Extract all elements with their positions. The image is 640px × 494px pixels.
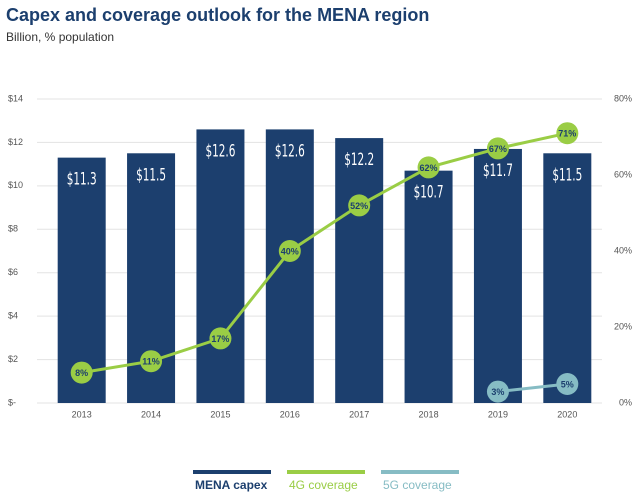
legend-label: 5G coverage bbox=[383, 478, 452, 492]
y2-tick-label: 20% bbox=[614, 321, 632, 331]
line bbox=[497, 382, 568, 394]
point bbox=[278, 240, 301, 262]
point bbox=[417, 156, 440, 179]
bar-value-label: $12.2 bbox=[344, 150, 374, 170]
bar-value-label: $12.6 bbox=[275, 141, 305, 161]
bar bbox=[543, 153, 592, 403]
x-tick-label: 2017 bbox=[349, 409, 369, 419]
x-tick-label: 2018 bbox=[419, 409, 439, 419]
bar-value-label: $11.7 bbox=[483, 161, 513, 181]
x-tick-label: 2014 bbox=[141, 409, 161, 419]
chart-subtitle: Billion, % population bbox=[6, 30, 114, 44]
point bbox=[140, 350, 163, 373]
bar-value-label: $11.5 bbox=[552, 165, 582, 185]
point bbox=[70, 361, 93, 384]
bar-value-label: $11.5 bbox=[136, 165, 166, 185]
chart-title: Capex and coverage outlook for the MENA … bbox=[6, 5, 429, 25]
y-tick-label: $8 bbox=[8, 224, 18, 234]
point-value-label: 71% bbox=[558, 129, 576, 139]
x-tick-label: 2020 bbox=[557, 409, 577, 419]
y-tick-label: $6 bbox=[8, 267, 18, 277]
point-value-label: 67% bbox=[489, 144, 507, 154]
point bbox=[556, 373, 579, 395]
point-value-label: 5% bbox=[561, 379, 574, 389]
point-value-label: 8% bbox=[75, 368, 88, 378]
point-value-label: 3% bbox=[491, 387, 504, 397]
x-tick-label: 2015 bbox=[210, 409, 230, 419]
y2-tick-label: 40% bbox=[614, 245, 632, 255]
y-tick-label: $10 bbox=[8, 180, 23, 190]
x-tick-label: 2019 bbox=[488, 409, 508, 419]
bar bbox=[473, 148, 522, 403]
bar bbox=[335, 138, 384, 404]
bar-value-label: $11.3 bbox=[67, 170, 97, 190]
point-value-label: 17% bbox=[211, 334, 229, 344]
legend-swatch bbox=[287, 470, 365, 474]
point bbox=[486, 380, 509, 403]
x-tick-label: 2013 bbox=[72, 409, 92, 419]
legend-label: MENA capex bbox=[195, 478, 268, 492]
y-tick-label: $2 bbox=[8, 354, 18, 364]
point-value-label: 11% bbox=[142, 357, 160, 367]
point bbox=[556, 122, 579, 145]
point-value-label: 52% bbox=[350, 201, 368, 211]
y2-tick-label: 80% bbox=[614, 93, 632, 103]
y-tick-label: $- bbox=[8, 397, 16, 407]
bar bbox=[404, 170, 453, 403]
point-value-label: 40% bbox=[281, 246, 299, 256]
bar bbox=[265, 129, 314, 403]
y-tick-label: $14 bbox=[8, 93, 23, 103]
y-tick-label: $12 bbox=[8, 137, 23, 147]
line bbox=[81, 131, 568, 375]
x-tick-label: 2016 bbox=[280, 409, 300, 419]
point bbox=[209, 327, 232, 350]
y2-tick-label: 0% bbox=[619, 397, 632, 407]
bar-value-label: $12.6 bbox=[205, 141, 235, 161]
point bbox=[348, 194, 371, 217]
legend-label: 4G coverage bbox=[289, 478, 358, 492]
bar-value-label: $10.7 bbox=[414, 183, 444, 203]
y2-tick-label: 60% bbox=[614, 169, 632, 179]
point-value-label: 62% bbox=[420, 163, 438, 173]
legend-swatch bbox=[193, 470, 271, 474]
point bbox=[486, 137, 509, 160]
y-tick-label: $4 bbox=[8, 311, 18, 321]
bar bbox=[196, 129, 245, 403]
legend-swatch bbox=[381, 470, 459, 474]
